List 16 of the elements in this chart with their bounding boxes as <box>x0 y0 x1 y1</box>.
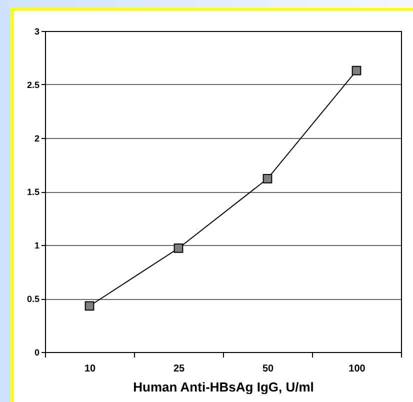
y-tick-label: 3 <box>34 26 40 36</box>
x-tick-label: 50 <box>262 364 274 374</box>
point <box>262 174 272 184</box>
point <box>352 66 362 76</box>
x-tick-label: 100 <box>348 364 366 374</box>
x-tick-label: 25 <box>173 364 185 374</box>
point <box>174 244 184 253</box>
x-tick-label: 10 <box>84 364 96 374</box>
y-tick-label: 1.5 <box>26 187 40 197</box>
y-tick-label: 0 <box>34 348 40 358</box>
y-tick-label: 1 <box>34 240 40 250</box>
point <box>84 301 94 311</box>
y-tick-label: 2.5 <box>26 80 40 90</box>
x-axis-title: Human Anti-HBsAg IgG, U/ml <box>133 380 314 394</box>
y-tick-label: 2 <box>34 134 40 144</box>
y-tick-label: 0.5 <box>26 294 40 304</box>
